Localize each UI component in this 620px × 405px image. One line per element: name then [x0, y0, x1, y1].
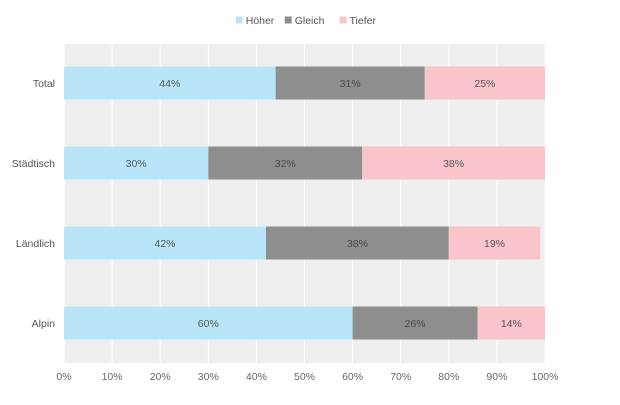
- legend-swatch-tiefer: [339, 16, 347, 24]
- legend-label: Gleich: [295, 15, 325, 27]
- bar-segment-höher-1: [64, 66, 276, 100]
- data-label: 38%: [347, 238, 368, 250]
- legend-swatch-gleich: [284, 16, 292, 24]
- bar-segment-gleich-2: [208, 146, 363, 180]
- data-label: 25%: [474, 78, 495, 90]
- data-label: 30%: [126, 158, 147, 170]
- x-tick-label: 80%: [438, 371, 459, 383]
- legend-label: Höher: [246, 15, 275, 27]
- category-label: Ländlich: [16, 238, 55, 250]
- legend-label: Tiefer: [350, 15, 377, 27]
- bar-segment-höher-4: [64, 306, 353, 340]
- data-label: 14%: [501, 318, 522, 330]
- category-labels: Total Städtisch Ländlich Alpin: [12, 78, 55, 330]
- data-label: 44%: [159, 78, 180, 90]
- bar-segment-gleich-1: [275, 66, 425, 100]
- data-label: 31%: [340, 78, 361, 90]
- bar-segment-gleich-4: [352, 306, 478, 340]
- data-label: 26%: [405, 318, 426, 330]
- category-label: Alpin: [32, 318, 56, 330]
- bar-segment-tiefer-1: [424, 66, 545, 100]
- bar-segment-gleich-3: [266, 226, 449, 260]
- x-tick-label: 70%: [390, 371, 411, 383]
- data-label: 60%: [198, 318, 219, 330]
- x-tick-label: 90%: [486, 371, 507, 383]
- bars: [64, 66, 545, 340]
- bar-segment-tiefer-4: [477, 306, 545, 340]
- x-tick-label: 10%: [102, 371, 123, 383]
- data-label: 32%: [275, 158, 296, 170]
- category-label: Total: [33, 78, 55, 90]
- x-axis-ticks: 0% 10% 20% 30% 40% 50% 60% 70% 80% 90% 100%: [56, 371, 558, 383]
- x-tick-label: 40%: [246, 371, 267, 383]
- category-label: Städtisch: [12, 158, 55, 170]
- data-label: 42%: [155, 238, 176, 250]
- data-labels: 44% 31% 25% 30% 32% 38% 42% 38% 19% 60% 26% 14%: [126, 78, 522, 330]
- x-tick-label: 20%: [150, 371, 171, 383]
- x-tick-label: 60%: [342, 371, 363, 383]
- bar-segment-tiefer-2: [362, 146, 545, 180]
- x-tick-label: 0%: [56, 371, 71, 383]
- data-label: 19%: [484, 238, 505, 250]
- bar-segment-höher-3: [64, 226, 267, 260]
- x-tick-label: 50%: [294, 371, 315, 383]
- legend: Höher Gleich Tiefer: [235, 15, 377, 27]
- bar-segment-höher-2: [64, 146, 209, 180]
- data-label: 38%: [443, 158, 464, 170]
- legend-swatch-höher: [235, 16, 243, 24]
- bar-segment-tiefer-3: [448, 226, 541, 260]
- x-tick-label: 30%: [198, 371, 219, 383]
- x-tick-label: 100%: [532, 371, 559, 383]
